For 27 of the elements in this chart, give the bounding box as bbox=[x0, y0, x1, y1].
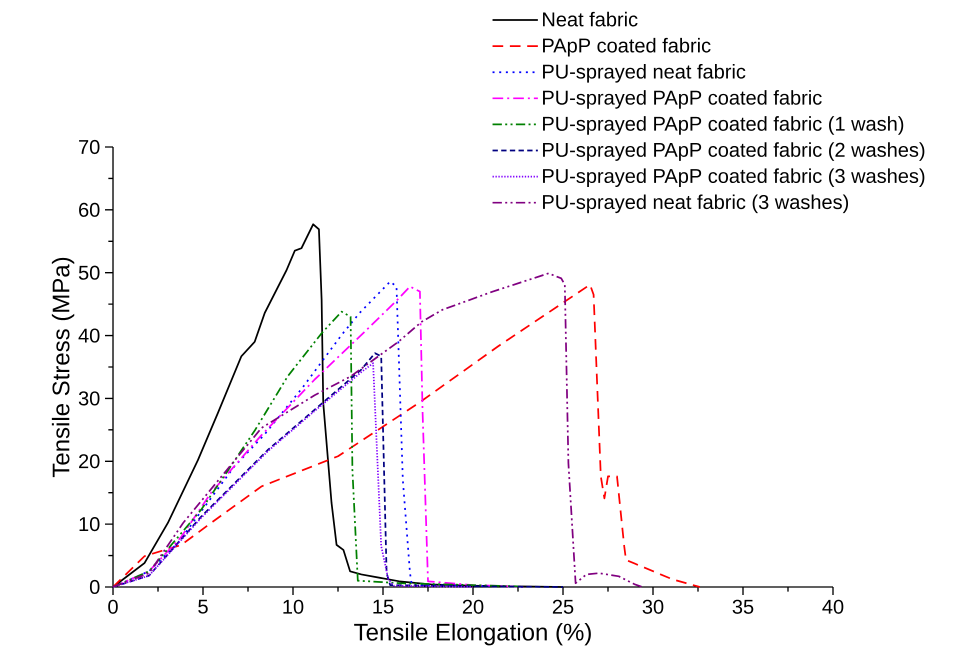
y-tick-label: 0 bbox=[90, 580, 100, 594]
y-tick-label: 20 bbox=[79, 454, 100, 468]
y-tick-label: 60 bbox=[79, 202, 100, 217]
y-tick-label: 30 bbox=[78, 391, 100, 406]
x-tick-label: 30 bbox=[642, 600, 664, 614]
y-tick-label: 50 bbox=[78, 266, 100, 280]
x-tick-label: 10 bbox=[283, 600, 304, 614]
legend-label: PU-sprayed PApP coated fabric (1 wash) bbox=[543, 116, 904, 135]
legend-label: PU-sprayed neat fabric bbox=[543, 64, 746, 83]
legend-label: PU-sprayed PApP coated fabric (2 washes) bbox=[543, 142, 924, 161]
x-tick-label: 35 bbox=[732, 600, 754, 614]
legend-label: PApP coated fabric bbox=[543, 38, 711, 57]
x-tick-label: 0 bbox=[108, 600, 118, 614]
x-tick-label: 25 bbox=[552, 600, 574, 614]
y-tick-label: 40 bbox=[78, 328, 100, 343]
legend-label: PU-sprayed PApP coated fabric (3 washes) bbox=[543, 168, 924, 187]
legend-label: PU-sprayed neat fabric (3 washes) bbox=[543, 194, 848, 214]
x-tick-label: 20 bbox=[462, 600, 484, 614]
x-tick-label: 15 bbox=[373, 600, 394, 614]
x-axis-title: Tensile Elongation (%) bbox=[354, 623, 591, 646]
y-tick-label: 10 bbox=[80, 517, 100, 532]
legend-label: PU-sprayed PApP coated fabric bbox=[543, 90, 822, 109]
y-axis-title: Tensile Stress (MPa) bbox=[52, 258, 74, 478]
x-tick-label: 5 bbox=[198, 600, 208, 614]
x-tick-label: 40 bbox=[822, 600, 844, 614]
legend-label: Neat fabric bbox=[543, 12, 638, 26]
y-tick-label: 70 bbox=[79, 140, 100, 154]
